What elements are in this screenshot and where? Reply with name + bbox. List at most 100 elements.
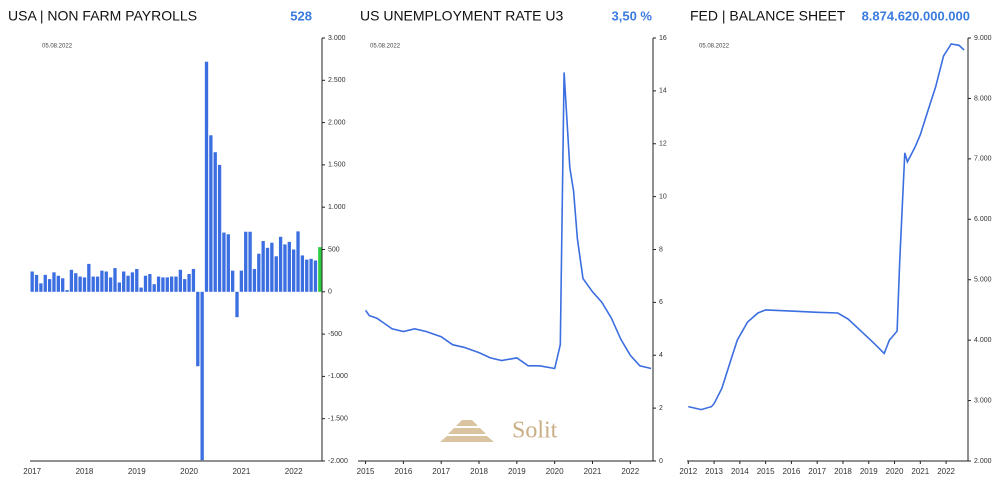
bar	[165, 277, 169, 292]
x-tick-label: 2017	[23, 467, 41, 476]
bar	[191, 268, 196, 292]
y-tick-label: 8	[659, 246, 663, 253]
y-tick-label: 9.000	[974, 35, 992, 42]
bar	[265, 247, 270, 292]
bar	[244, 231, 248, 292]
x-tick-label: 2016	[394, 467, 412, 476]
bar	[300, 255, 305, 292]
x-tick-label: 2019	[860, 467, 878, 476]
x-tick-label: 2020	[886, 467, 904, 476]
bar	[130, 272, 135, 292]
bar	[239, 270, 244, 292]
y-tick-label: 1.000	[328, 204, 346, 211]
y-tick-label: 7.000	[974, 156, 992, 163]
bar	[292, 249, 296, 292]
bar	[261, 241, 265, 292]
headline-value: 528	[290, 8, 312, 23]
bar	[156, 276, 161, 292]
x-tick-label: 2013	[705, 467, 723, 476]
x-tick-label: 2014	[731, 467, 749, 476]
y-tick-label: 4.000	[974, 337, 992, 344]
bar	[108, 277, 113, 292]
y-tick-label: 5.000	[974, 277, 992, 284]
y-tick-label: 16	[659, 35, 667, 42]
y-tick-label: -2.000	[328, 458, 348, 465]
bar	[34, 274, 39, 292]
bar	[169, 276, 174, 292]
bar	[47, 279, 52, 292]
bar	[196, 291, 200, 367]
bar	[226, 234, 230, 292]
bar	[82, 277, 87, 292]
x-tick-label: 2022	[621, 467, 639, 476]
y-tick-label: -500	[328, 331, 342, 338]
bar	[56, 275, 60, 292]
bar	[305, 259, 309, 292]
bar	[318, 247, 322, 292]
bar	[213, 152, 217, 292]
bar	[95, 276, 100, 292]
bar	[274, 256, 278, 292]
x-tick-label: 2018	[834, 467, 852, 476]
bar	[270, 242, 274, 292]
bar	[248, 231, 252, 292]
x-tick-label: 2022	[285, 467, 303, 476]
bar	[217, 164, 222, 292]
x-tick-label: 2022	[937, 467, 955, 476]
x-tick-label: 2017	[432, 467, 450, 476]
y-tick-label: 3.000	[974, 397, 992, 404]
watermark-logo	[440, 420, 494, 442]
x-tick-label: 2021	[911, 467, 929, 476]
y-tick-label: 10	[659, 193, 667, 200]
y-tick-label: -1.500	[328, 416, 348, 423]
bar	[122, 271, 126, 292]
bar	[287, 241, 291, 292]
chart-date: 05.08.2022	[42, 44, 73, 50]
bar	[252, 268, 257, 292]
bar	[161, 277, 165, 292]
chart-title: USA | NON FARM PAYROLLS	[8, 8, 197, 24]
bar	[309, 258, 313, 292]
bar	[235, 291, 239, 318]
chart-date: 05.08.2022	[370, 44, 401, 50]
bar	[43, 274, 47, 292]
bar	[113, 268, 117, 292]
y-tick-label: 2.500	[328, 77, 346, 84]
bar	[74, 273, 78, 292]
y-tick-label: -1.000	[328, 373, 348, 380]
y-tick-label: 2.000	[974, 458, 992, 465]
watermark: Solit	[512, 418, 558, 444]
bar	[143, 275, 148, 292]
bar	[39, 283, 43, 292]
bar	[126, 275, 130, 292]
x-tick-label: 2021	[584, 467, 602, 476]
bar	[135, 268, 139, 292]
bar	[204, 61, 209, 292]
bar	[152, 284, 156, 292]
bar	[200, 291, 204, 461]
x-tick-label: 2020	[180, 467, 198, 476]
chart-title: FED | BALANCE SHEET	[690, 8, 846, 24]
bar	[222, 232, 226, 292]
y-tick-label: 6.000	[974, 216, 992, 223]
y-tick-label: 2.000	[328, 119, 346, 126]
y-tick-label: 0	[659, 458, 663, 465]
y-tick-label: 4	[659, 352, 663, 359]
bar	[231, 270, 235, 292]
x-tick-label: 2016	[783, 467, 801, 476]
bar	[78, 276, 82, 292]
bar	[69, 269, 74, 292]
y-tick-label: 12	[659, 141, 667, 148]
bar	[117, 282, 121, 292]
x-tick-label: 2018	[470, 467, 488, 476]
bar	[283, 244, 287, 292]
chart-date: 05.08.2022	[699, 44, 730, 50]
y-tick-label: 1.500	[328, 162, 346, 169]
y-tick-label: 500	[328, 246, 340, 253]
bar	[139, 287, 143, 292]
bar	[178, 269, 183, 292]
x-tick-label: 2019	[508, 467, 526, 476]
bar	[257, 253, 261, 292]
bar	[313, 260, 318, 292]
